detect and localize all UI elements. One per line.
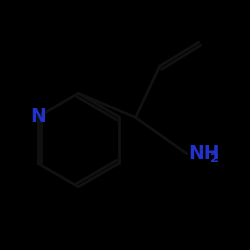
Text: NH: NH	[188, 144, 220, 163]
Text: 2: 2	[210, 152, 219, 165]
Text: N: N	[30, 107, 46, 126]
